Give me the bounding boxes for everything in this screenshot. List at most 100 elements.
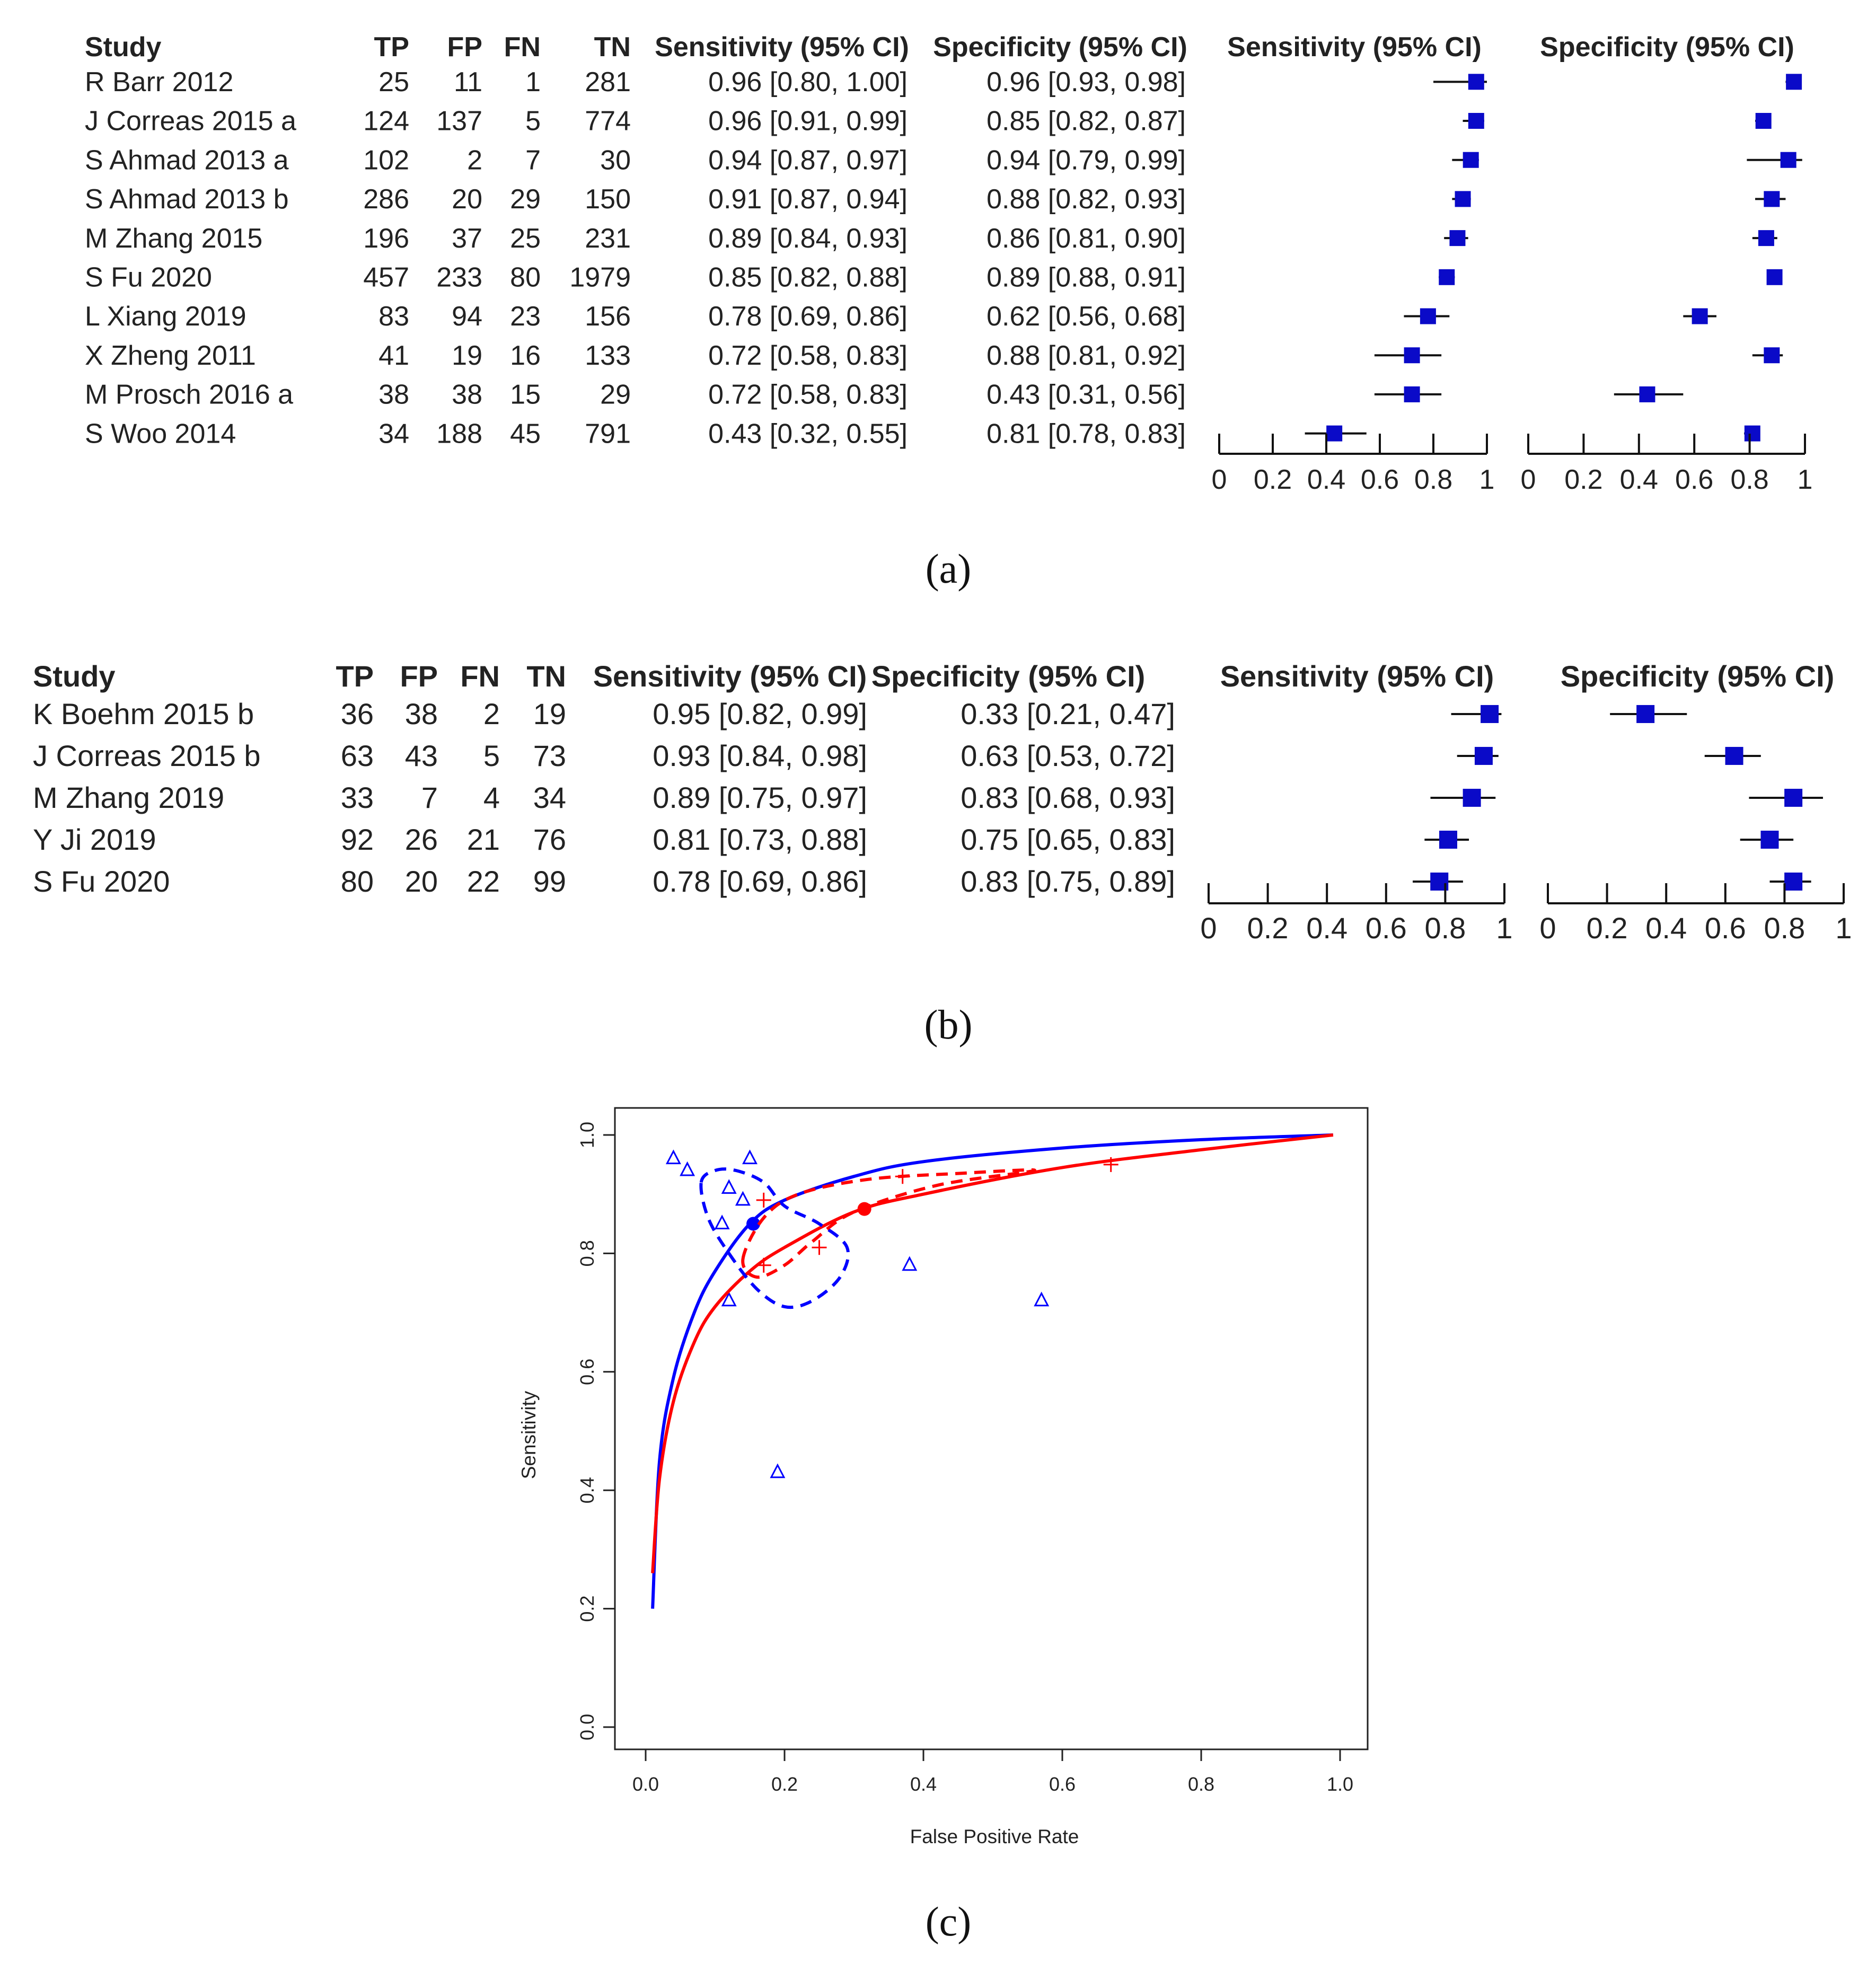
header-plot-sensitivity: Sensitivity (95% CI): [1227, 32, 1482, 63]
cell-fp: 38: [452, 380, 482, 410]
study-name: R Barr 2012: [85, 67, 233, 98]
study-name: K Boehm 2015 b: [33, 697, 254, 730]
cell-fp: 94: [452, 301, 482, 332]
cell-fn: 45: [510, 418, 541, 449]
cell-sensitivity-ci: 0.89 [0.84, 0.93]: [708, 223, 908, 254]
header-study: Study: [85, 32, 162, 63]
study-marker: [770, 1463, 786, 1478]
cell-sensitivity-ci: 0.85 [0.82, 0.88]: [708, 262, 908, 293]
group-b-confidence-region: [741, 1168, 1036, 1279]
sensitivity-point: [1326, 425, 1343, 442]
cell-fn: 23: [510, 301, 541, 332]
study-marker: [721, 1179, 737, 1194]
study-marker: [721, 1291, 737, 1307]
table-row: J Correas 2015 b 63 43 5 73 0.93 [0.84, 0.98]…: [33, 739, 1761, 772]
cell-fp: 20: [405, 865, 438, 898]
header-tn: TN: [526, 659, 566, 693]
study-name: Y Ji 2019: [33, 823, 156, 856]
header-fp: FP: [447, 32, 482, 63]
specificity-point: [1784, 788, 1803, 807]
cell-fp: 233: [436, 262, 482, 293]
cell-sensitivity-ci: 0.78 [0.69, 0.86]: [653, 865, 867, 898]
group-a-summary-point: [746, 1217, 761, 1231]
cell-tp: 92: [341, 823, 374, 856]
cell-fn: 5: [483, 739, 500, 772]
cell-fn: 4: [483, 781, 500, 814]
specificity-point: [1760, 830, 1779, 849]
sensitivity-point: [1468, 113, 1484, 129]
sensitivity-point: [1439, 269, 1455, 285]
cell-sensitivity-ci: 0.72 [0.58, 0.83]: [708, 340, 908, 371]
tick-label: 0.4: [1307, 464, 1345, 495]
specificity-point: [1725, 746, 1743, 765]
study-marker: [902, 1256, 918, 1271]
study-marker: [714, 1214, 730, 1230]
header-plot-specificity: Specificity (95% CI): [1540, 32, 1794, 63]
header-specificity-ci: Specificity (95% CI): [933, 32, 1187, 63]
study-marker: [1034, 1291, 1050, 1307]
study-name: J Correas 2015 a: [85, 106, 296, 137]
cell-specificity-ci: 0.63 [0.53, 0.72]: [961, 739, 1175, 772]
study-marker: [680, 1161, 695, 1176]
tick-label: 0.6: [1361, 464, 1399, 495]
sroc-plot: False Positive Rate Sensitivity 0.0 0.2 0.…: [518, 1107, 1369, 1847]
study-marker: [742, 1149, 758, 1165]
cell-tp: 34: [378, 418, 409, 449]
cell-tn: 30: [600, 145, 631, 175]
specificity-point: [1636, 705, 1655, 723]
cell-specificity-ci: 0.86 [0.81, 0.90]: [987, 223, 1186, 254]
cell-sensitivity-ci: 0.89 [0.75, 0.97]: [653, 781, 867, 814]
forest-plot-b: Study TP FP FN TN Sensitivity (95% CI) Specifi…: [33, 659, 1852, 945]
x-tick-label: 0.2: [771, 1773, 798, 1795]
cell-tn: 150: [585, 184, 631, 215]
specificity-point: [1764, 191, 1780, 207]
tick-label: 0.2: [1254, 464, 1292, 495]
cell-specificity-ci: 0.88 [0.82, 0.93]: [987, 184, 1186, 215]
specificity-point: [1755, 113, 1772, 129]
cell-fn: 15: [510, 380, 541, 410]
cell-specificity-ci: 0.88 [0.81, 0.92]: [987, 340, 1186, 371]
cell-sensitivity-ci: 0.96 [0.91, 0.99]: [708, 106, 908, 137]
cell-tp: 41: [378, 340, 409, 371]
specificity-point: [1780, 152, 1796, 168]
study-marker: [756, 1192, 771, 1208]
sensitivity-point: [1468, 74, 1484, 90]
tick-label: 0.2: [1564, 464, 1602, 495]
cell-fn: 16: [510, 340, 541, 371]
cell-specificity-ci: 0.96 [0.93, 0.98]: [987, 67, 1186, 98]
tick-label: 0: [1200, 911, 1217, 945]
specificity-point: [1764, 347, 1780, 364]
cell-tp: 25: [378, 67, 409, 98]
cell-tn: 19: [533, 697, 566, 730]
table-row: S Woo 2014 34 188 45 791 0.43 [0.32, 0.55] 0.8…: [85, 418, 1760, 449]
table-row: M Prosch 2016 a 38 38 15 29 0.72 [0.58, 0.83]…: [85, 380, 1684, 410]
forest-plot-a: Study TP FP FN TN Sensitivity (95% CI) Specifi…: [85, 32, 1812, 495]
cell-fp: 188: [436, 418, 482, 449]
cell-fn: 22: [467, 865, 500, 898]
cell-fp: 137: [436, 106, 482, 137]
tick-label: 0: [1539, 911, 1556, 945]
cell-fn: 80: [510, 262, 541, 293]
cell-sensitivity-ci: 0.96 [0.80, 1.00]: [708, 67, 908, 98]
sensitivity-point: [1404, 347, 1420, 364]
cell-specificity-ci: 0.43 [0.31, 0.56]: [987, 380, 1186, 410]
cell-tp: 80: [341, 865, 374, 898]
table-row: Y Ji 2019 92 26 21 76 0.81 [0.73, 0.88] 0.75 […: [33, 823, 1794, 856]
cell-tp: 83: [378, 301, 409, 332]
cell-fn: 7: [525, 145, 541, 175]
sensitivity-point: [1481, 705, 1499, 723]
study-name: X Zheng 2011: [85, 340, 256, 371]
group-a-studies: [665, 1149, 1050, 1478]
cell-specificity-ci: 0.62 [0.56, 0.68]: [987, 301, 1186, 332]
header-plot-specificity: Specificity (95% CI): [1561, 659, 1835, 693]
specificity-point: [1758, 230, 1774, 247]
cell-tn: 231: [585, 223, 631, 254]
table-row: M Zhang 2019 33 7 4 34 0.89 [0.75, 0.97] 0.83 …: [33, 781, 1823, 814]
header-tn: TN: [594, 32, 631, 63]
cell-fn: 5: [525, 106, 541, 137]
cell-sensitivity-ci: 0.78 [0.69, 0.86]: [708, 301, 908, 332]
tick-label: 0.8: [1764, 911, 1805, 945]
table-row: X Zheng 2011 41 19 16 133 0.72 [0.58, 0.83] 0.…: [85, 340, 1783, 371]
cell-fp: 26: [405, 823, 438, 856]
tick-label: 1: [1496, 911, 1512, 945]
